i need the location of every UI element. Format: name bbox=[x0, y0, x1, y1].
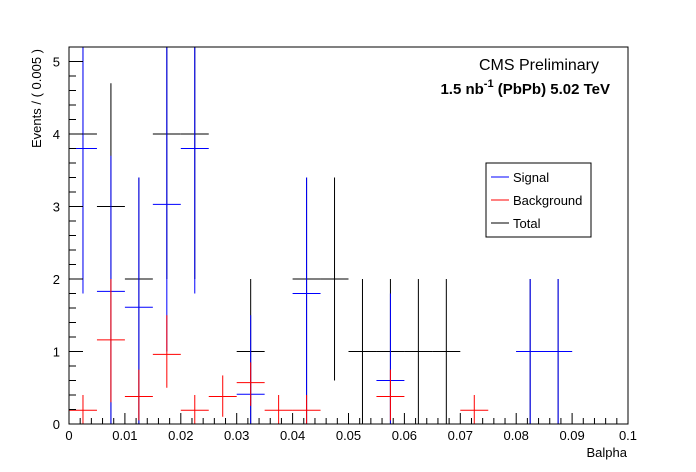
legend-label: Signal bbox=[513, 170, 549, 185]
cms-preliminary-label: CMS Preliminary bbox=[479, 57, 599, 74]
data-point bbox=[404, 279, 433, 424]
data-point bbox=[180, 395, 209, 424]
data-point bbox=[376, 369, 405, 421]
y-axis: 0 1 2 3 4 5 bbox=[53, 46, 83, 432]
x-tick-label: 0.04 bbox=[280, 428, 305, 443]
legend-box bbox=[485, 162, 592, 238]
legend-entry-background: Background bbox=[491, 193, 582, 208]
series-background bbox=[69, 279, 489, 424]
legend-entry-total: Total bbox=[491, 216, 541, 231]
data-point bbox=[348, 279, 377, 424]
data-point bbox=[236, 362, 265, 406]
data-point bbox=[292, 177, 321, 424]
data-point bbox=[432, 279, 461, 424]
data-point bbox=[124, 369, 153, 421]
x-axis: 0 0.01 0.02 0.03 0.04 0.05 0.06 0.07 0.08 0.09 0.1 bbox=[65, 413, 637, 443]
data-point bbox=[180, 47, 209, 294]
y-tick-label: 2 bbox=[53, 272, 60, 287]
x-tick-label: 0.02 bbox=[168, 428, 193, 443]
data-point bbox=[320, 177, 349, 381]
data-point bbox=[460, 395, 489, 424]
data-point bbox=[69, 395, 97, 424]
legend: Signal Background Total bbox=[485, 162, 592, 238]
data-point bbox=[152, 315, 181, 388]
y-tick-label: 3 bbox=[53, 200, 60, 215]
data-point bbox=[96, 279, 125, 403]
data-point bbox=[544, 279, 573, 424]
x-tick-label: 0 bbox=[65, 428, 72, 443]
data-layer bbox=[69, 47, 573, 424]
x-tick-label: 0.08 bbox=[504, 428, 529, 443]
y-tick-label: 5 bbox=[53, 55, 60, 70]
legend-entries: Signal Background Total bbox=[491, 170, 582, 231]
data-point bbox=[152, 47, 181, 352]
x-tick-label: 0.01 bbox=[112, 428, 137, 443]
legend-entry-signal: Signal bbox=[491, 170, 549, 185]
x-tick-label: 0.1 bbox=[619, 428, 637, 443]
x-tick-label: 0.05 bbox=[336, 428, 361, 443]
data-point bbox=[208, 375, 237, 417]
x-tick-label: 0.03 bbox=[224, 428, 249, 443]
legend-label: Total bbox=[513, 216, 541, 231]
x-tick-label: 0.06 bbox=[392, 428, 417, 443]
data-point bbox=[516, 279, 545, 424]
x-axis-label: Balpha bbox=[587, 445, 628, 460]
y-tick-label: 0 bbox=[53, 417, 60, 432]
x-tick-label: 0.09 bbox=[559, 428, 584, 443]
luminosity-label: 1.5 nb-1 (PbPb) 5.02 TeV bbox=[440, 78, 610, 98]
data-point bbox=[292, 395, 321, 424]
y-tick-label: 4 bbox=[53, 127, 60, 142]
x-tick-label: 0.07 bbox=[448, 428, 473, 443]
data-point bbox=[264, 395, 293, 424]
legend-label: Background bbox=[513, 193, 582, 208]
series-signal bbox=[69, 47, 573, 424]
y-tick-label: 1 bbox=[53, 345, 60, 360]
y-axis-label: Events / ( 0.005 ) bbox=[29, 49, 44, 148]
